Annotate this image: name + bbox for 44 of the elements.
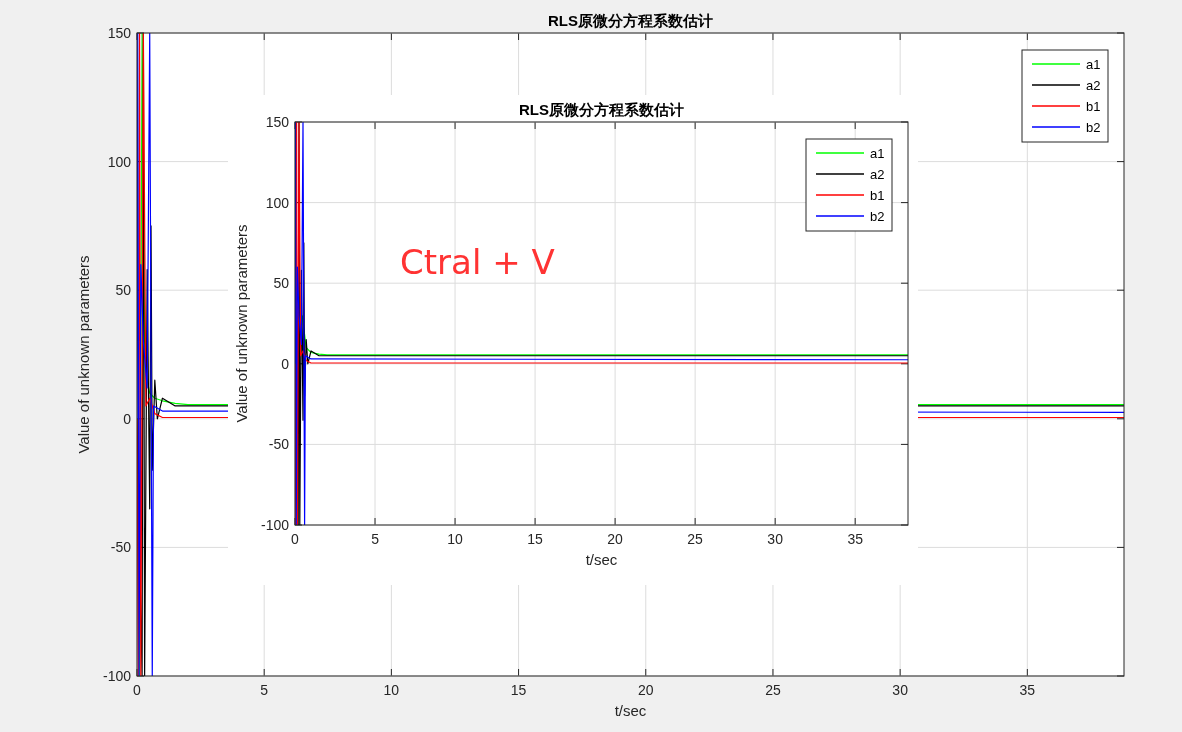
line-series (295, 122, 908, 525)
annotation: Ctral + V (400, 242, 555, 282)
y-tick-label: 0 (123, 410, 132, 427)
x-tick-label: 0 (291, 531, 300, 547)
x-tick-label: 15 (510, 682, 527, 698)
legend-label: a1 (870, 146, 885, 161)
x-tick-label: 35 (847, 531, 864, 547)
x-tick-label: 5 (371, 531, 380, 547)
y-tick-label: 0 (281, 355, 290, 372)
x-tick-label: 25 (765, 682, 781, 698)
y-tick-label: 100 (265, 194, 290, 211)
y-tick-label: 150 (107, 25, 132, 41)
legend-label: b2 (1086, 120, 1101, 135)
chart-title: RLS原微分方程系数估计 (519, 101, 684, 118)
y-tick-label: -100 (102, 668, 132, 684)
y-tick-label: 100 (107, 153, 132, 170)
x-tick-label: 35 (1019, 682, 1036, 698)
x-tick-label: 0 (133, 682, 142, 698)
legend-label: a2 (1086, 78, 1101, 93)
x-tick-label: 30 (892, 682, 909, 698)
legend-label: a2 (870, 167, 885, 182)
x-tick-label: 10 (383, 682, 400, 698)
x-tick-label: 5 (260, 682, 269, 698)
y-tick-label: -100 (260, 517, 290, 533)
legend-label: b2 (870, 209, 885, 224)
chart-title: RLS原微分方程系数估计 (548, 12, 713, 29)
y-tick-label: 50 (273, 275, 290, 292)
x-axis-title: t/sec (614, 702, 647, 719)
legend-label: b1 (1086, 99, 1101, 114)
y-tick-label: 150 (265, 114, 290, 130)
x-tick-label: 25 (687, 531, 704, 547)
y-tick-label: 50 (115, 282, 132, 299)
x-tick-label: 20 (607, 531, 624, 547)
y-axis-title: Value of unknown parameters (75, 255, 92, 454)
legend-label: b1 (870, 188, 885, 203)
x-tick-label: 20 (637, 682, 654, 698)
x-tick-label: 30 (767, 531, 784, 547)
y-tick-label: -50 (110, 539, 132, 556)
legend-label: a1 (1086, 57, 1101, 72)
x-axis-title: t/sec (585, 551, 618, 568)
x-tick-label: 15 (527, 531, 544, 547)
x-tick-label: 10 (447, 531, 464, 547)
y-axis-title: Value of unknown parameters (233, 224, 250, 423)
y-tick-label: -50 (268, 436, 290, 453)
